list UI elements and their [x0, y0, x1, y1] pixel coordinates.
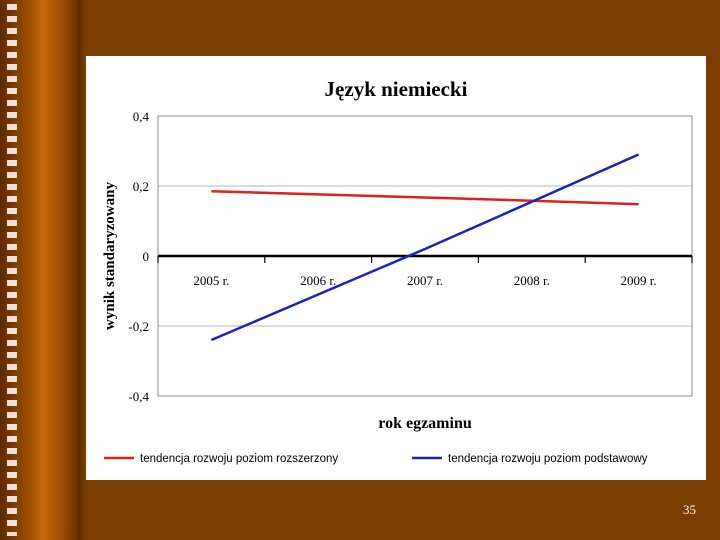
x-tick-label: 2009 r. [621, 273, 657, 288]
decorative-left-bar [0, 0, 78, 540]
line-chart: Język niemiecki 0,4 0,2 0 -0,2 -0,4 2005 r. 200… [102, 77, 693, 465]
legend-label-2: tendencja rozwoju poziom podstawowy [448, 453, 648, 465]
series-line-1 [211, 190, 639, 206]
x-tick-label: 2008 r. [514, 273, 550, 288]
chart-title: Język niemiecki [325, 77, 468, 101]
y-tick-label: 0 [143, 249, 150, 264]
series-line-2 [210, 153, 640, 342]
chart-panel: Język niemiecki 0,4 0,2 0 -0,2 -0,4 2005 r. 200… [86, 56, 706, 480]
film-strip-holes [7, 4, 17, 536]
y-tick-label: 0,2 [133, 179, 149, 194]
x-tick-label: 2006 r. [300, 273, 336, 288]
y-axis-label: wynik standaryzowany [102, 182, 118, 330]
y-tick-label: 0,4 [133, 109, 150, 124]
decorative-bar-shadow [78, 0, 84, 540]
y-tick-label: -0,4 [128, 389, 149, 404]
x-axis-label: rok egzaminu [378, 415, 472, 432]
y-tick-label: -0,2 [128, 319, 149, 334]
x-tick-label: 2005 r. [193, 273, 229, 288]
legend-label-1: tendencja rozwoju poziom rozszerzony [140, 453, 338, 465]
slide-number: 35 [683, 502, 696, 517]
x-tick-label: 2007 r. [407, 273, 443, 288]
